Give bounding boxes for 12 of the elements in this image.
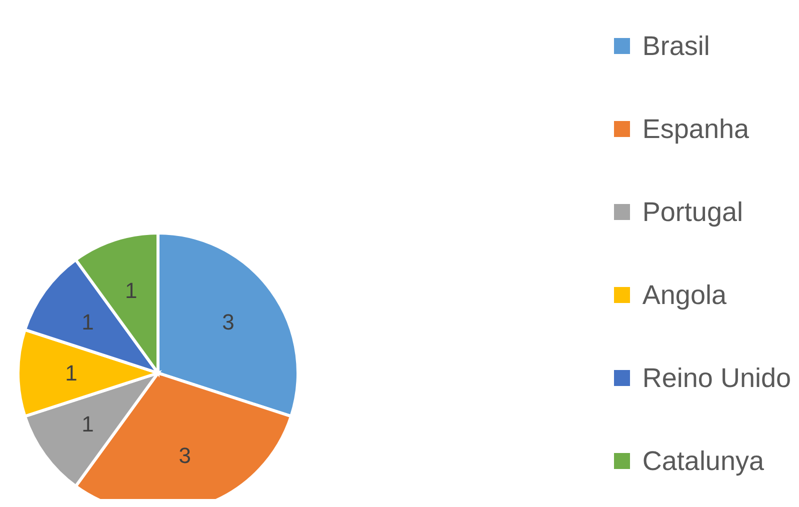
data-label: 3 <box>222 309 234 334</box>
legend-label: Catalunya <box>642 446 764 476</box>
legend-label: Angola <box>642 280 726 310</box>
legend-label: Espanha <box>642 114 749 144</box>
data-label: 3 <box>178 443 191 468</box>
data-label: 1 <box>125 278 138 303</box>
data-label: 1 <box>82 412 94 437</box>
data-label: 1 <box>65 360 78 386</box>
legend-label: Reino Unido <box>642 362 791 394</box>
data-label: 1 <box>82 309 94 334</box>
legend-label: Brasil <box>642 30 710 62</box>
legend-label: Portugal <box>642 196 743 228</box>
